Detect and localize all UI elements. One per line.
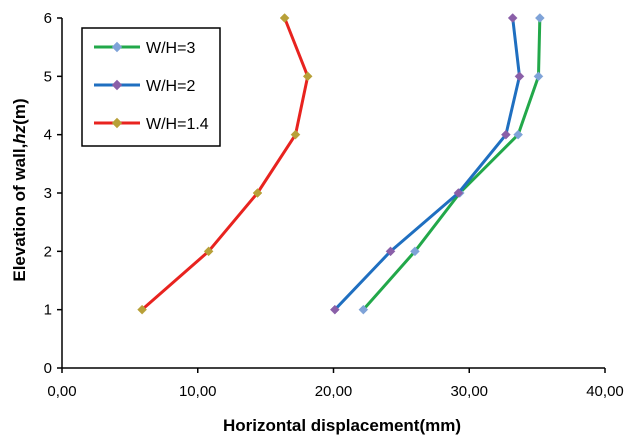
x-tick-label: 30,00 bbox=[450, 383, 488, 400]
data-point bbox=[533, 71, 544, 82]
x-tick-label: 0,00 bbox=[47, 383, 76, 400]
legend-entry: W/H=1.4 bbox=[94, 116, 209, 133]
legend-label: W/H=2 bbox=[146, 78, 195, 95]
y-axis-title-variable: hz bbox=[10, 124, 29, 143]
legend-marker bbox=[111, 117, 123, 129]
x-tick-label: 20,00 bbox=[315, 383, 353, 400]
data-point bbox=[513, 129, 523, 140]
x-axis-title: Horizontal displacement(mm) bbox=[223, 416, 461, 435]
data-point bbox=[279, 13, 290, 23]
data-point bbox=[385, 246, 396, 257]
series-line bbox=[141, 17, 310, 311]
data-point bbox=[358, 304, 369, 315]
legend-entry: W/H=2 bbox=[94, 78, 195, 95]
series-layer bbox=[137, 13, 545, 315]
data-point bbox=[501, 129, 511, 140]
data-point bbox=[290, 129, 301, 140]
series-line bbox=[362, 17, 542, 311]
series-2 bbox=[330, 13, 525, 315]
y-axis-title-prefix: Elevation of wall, bbox=[10, 144, 29, 282]
y-tick-label: 6 bbox=[44, 10, 52, 27]
data-point bbox=[203, 246, 214, 257]
data-point bbox=[514, 71, 525, 82]
x-tick-label: 40,00 bbox=[586, 383, 624, 400]
y-tick-label: 3 bbox=[44, 185, 52, 202]
y-tick-label: 1 bbox=[44, 302, 52, 319]
y-tick-label: 5 bbox=[44, 68, 52, 85]
data-point bbox=[302, 71, 313, 82]
series-line bbox=[333, 17, 521, 311]
y-axis-ticks: 0 1 2 3 4 5 6 bbox=[44, 10, 62, 377]
y-tick-label: 0 bbox=[44, 360, 52, 377]
data-point bbox=[410, 246, 420, 257]
legend-label: W/H=3 bbox=[146, 40, 195, 57]
data-point bbox=[534, 13, 545, 23]
y-axis-title: Elevation of wall,hz(m) bbox=[10, 98, 29, 281]
legend-label: W/H=1.4 bbox=[146, 116, 209, 133]
legend-marker bbox=[111, 79, 123, 91]
data-point bbox=[507, 13, 518, 23]
series-3 bbox=[137, 13, 313, 315]
legend-entry: W/H=3 bbox=[94, 40, 195, 57]
y-axis-title-suffix: (m) bbox=[10, 98, 29, 124]
data-point bbox=[137, 304, 147, 315]
x-axis-ticks: 0,00 10,00 20,00 30,00 40,00 bbox=[47, 368, 624, 400]
data-point bbox=[252, 188, 263, 198]
y-tick-label: 4 bbox=[44, 127, 52, 144]
data-point bbox=[453, 188, 464, 198]
data-point bbox=[330, 304, 340, 315]
y-tick-label: 2 bbox=[44, 243, 52, 260]
x-tick-label: 10,00 bbox=[179, 383, 217, 400]
plot-area: 0,00 10,00 20,00 30,00 40,00 0 1 2 3 4 5 6 bbox=[44, 10, 624, 400]
legend: W/H=3 W/H=2 W/H=1.4 bbox=[81, 27, 221, 147]
series-1 bbox=[358, 13, 545, 315]
legend-marker bbox=[111, 41, 123, 53]
